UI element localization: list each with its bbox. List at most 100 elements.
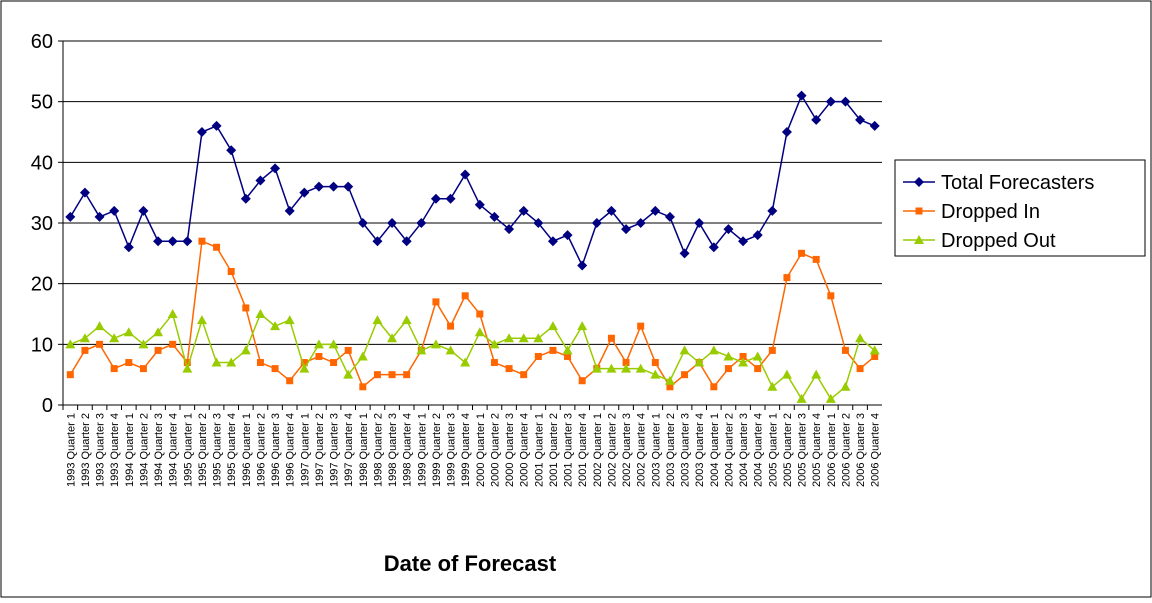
data-point [562, 345, 573, 355]
data-point [94, 321, 105, 331]
x-tick-label: 1993 Quarter 1 [65, 413, 77, 487]
data-point [723, 224, 734, 235]
data-point [110, 365, 118, 373]
x-tick-label: 2005 Quarter 2 [782, 413, 794, 487]
data-point [637, 322, 645, 330]
data-point [299, 187, 310, 198]
data-point [123, 242, 134, 253]
data-point [226, 145, 237, 156]
data-point [387, 333, 398, 343]
data-point [666, 383, 674, 391]
data-point [562, 230, 573, 241]
data-point [549, 346, 557, 354]
x-tick-label: 1998 Quarter 3 [387, 413, 399, 487]
data-point [109, 205, 120, 216]
x-tick-label: 2005 Quarter 4 [811, 413, 823, 487]
data-point [767, 205, 778, 216]
data-point [781, 127, 792, 137]
data-point [284, 315, 295, 325]
x-tick-label: 2006 Quarter 1 [826, 413, 838, 487]
x-tick-label: 2001 Quarter 2 [548, 413, 560, 487]
data-point [635, 218, 646, 228]
data-point [681, 371, 689, 379]
legend-marker [914, 177, 924, 187]
x-tick-label: 2000 Quarter 3 [504, 413, 516, 487]
x-tick-label: 1994 Quarter 2 [138, 413, 150, 487]
data-point [534, 352, 542, 360]
y-tick-label: 40 [31, 152, 53, 174]
data-point [869, 345, 880, 355]
data-point [621, 224, 632, 235]
data-point [738, 236, 749, 247]
data-point [299, 363, 310, 373]
x-tick-label: 1995 Quarter 2 [197, 413, 209, 487]
data-point [460, 357, 471, 367]
data-point [591, 363, 602, 373]
data-point [520, 371, 528, 379]
data-point [182, 236, 193, 247]
data-point [679, 248, 690, 259]
data-point [855, 333, 866, 343]
data-point [708, 242, 719, 253]
data-point [328, 339, 339, 349]
y-tick-label: 50 [31, 92, 53, 114]
data-point [607, 334, 615, 342]
data-point [401, 236, 412, 247]
x-tick-label: 1996 Quarter 4 [285, 413, 297, 487]
data-point [313, 181, 324, 192]
x-tick-label: 2001 Quarter 3 [563, 413, 575, 487]
x-tick-label: 1999 Quarter 4 [460, 413, 472, 487]
data-point [796, 393, 807, 403]
data-point [738, 357, 749, 367]
data-point [650, 205, 661, 216]
x-tick-label: 1994 Quarter 3 [153, 413, 165, 487]
data-point [622, 359, 630, 367]
data-point [213, 243, 221, 251]
data-point [841, 346, 849, 354]
data-point [328, 181, 339, 192]
data-point [447, 322, 455, 330]
data-point [167, 236, 178, 247]
data-point [153, 236, 164, 247]
data-point [547, 236, 558, 247]
x-tick-label: 1997 Quarter 3 [329, 413, 341, 487]
x-tick-label: 1997 Quarter 1 [299, 413, 311, 487]
x-tick-label: 2005 Quarter 1 [767, 413, 779, 487]
data-point [679, 345, 690, 355]
data-point [344, 346, 352, 354]
data-point [388, 371, 396, 379]
data-point [869, 120, 880, 131]
data-point [211, 120, 222, 131]
data-point [284, 205, 295, 216]
data-point [139, 365, 147, 373]
x-tick-label: 1997 Quarter 2 [314, 413, 326, 487]
x-tick-label: 1996 Quarter 2 [255, 413, 267, 487]
data-point [547, 321, 558, 331]
data-point [79, 187, 90, 198]
data-point [430, 339, 441, 349]
x-tick-label: 1999 Quarter 3 [446, 413, 458, 487]
data-point [578, 377, 586, 385]
data-point [66, 371, 74, 379]
x-tick-label: 2000 Quarter 2 [489, 413, 501, 487]
legend-box [894, 159, 1146, 257]
data-point [372, 315, 383, 325]
data-point [825, 393, 836, 403]
data-point [270, 163, 281, 174]
x-tick-label: 1999 Quarter 2 [431, 413, 443, 487]
y-tick-label: 0 [42, 395, 53, 417]
x-tick-label: 1995 Quarter 4 [226, 413, 238, 487]
data-point [138, 339, 149, 349]
data-point [504, 224, 515, 235]
data-point [211, 357, 222, 367]
data-point [489, 211, 500, 222]
x-tick-label: 2003 Quarter 4 [694, 413, 706, 487]
data-point [387, 218, 398, 228]
data-point [811, 114, 822, 125]
data-point [871, 352, 879, 360]
data-point [255, 309, 266, 318]
x-tick-label: 1994 Quarter 4 [168, 413, 180, 487]
x-tick-label: 2003 Quarter 2 [665, 413, 677, 487]
data-point [196, 127, 207, 137]
